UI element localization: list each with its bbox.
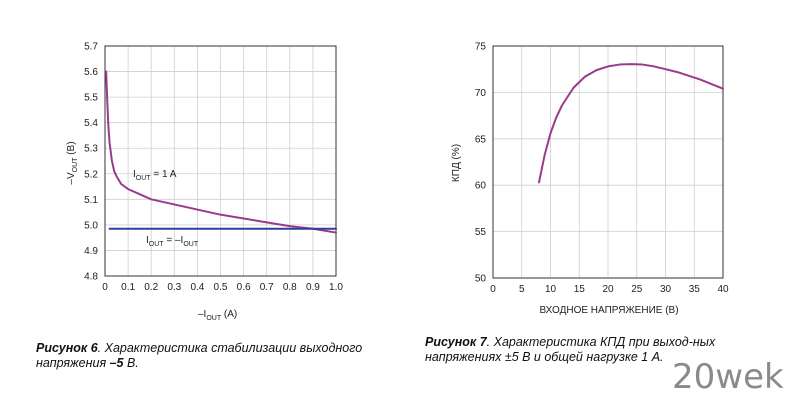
c1-y-tick-label: 5.7 (84, 42, 98, 53)
c2-x-tick-label: 5 (519, 284, 525, 295)
c1-y-tick-label: 5.2 (84, 169, 98, 180)
chart1-x-axis-label: –IOUT (A) (198, 309, 237, 322)
watermark-text: 20wek (672, 357, 784, 397)
c1-x-tick-label: 0.6 (237, 282, 251, 293)
c1-y-tick-label: 5.6 (84, 67, 98, 78)
c2-y-tick-label: 65 (475, 134, 487, 145)
c1-y-tick-label: 5.4 (84, 118, 98, 129)
c2-x-tick-label: 20 (602, 284, 614, 295)
c2-x-tick-label: 25 (631, 284, 643, 295)
c1-series-line-0 (105, 70, 337, 234)
c2-plot-border (492, 45, 724, 279)
chart2-y-axis-label: КПД (%) (451, 144, 462, 182)
c2-x-tick-label: 40 (717, 284, 729, 295)
chart2-grid (492, 45, 724, 279)
annotation-iout-neg: IOUT = –IOUT (146, 235, 199, 248)
chart2-x-ticks: 0 5 10 15 20 25 30 35 40 (490, 284, 729, 295)
c2-x-tick-label: 10 (545, 284, 557, 295)
c1-plot-border (104, 45, 337, 277)
annotation-iout-1a: IOUT = 1 A (133, 169, 177, 182)
c1-x-tick-label: 0.4 (190, 282, 204, 293)
c1-y-tick-label: 5.5 (84, 93, 98, 104)
c2-x-tick-label: 15 (574, 284, 586, 295)
c1-y-tick-label: 5.0 (84, 220, 98, 231)
chart1-series (105, 70, 337, 234)
chart2-y-ticks: 50 55 60 65 70 75 (475, 42, 487, 285)
c1-x-tick-label: 0.3 (167, 282, 181, 293)
chart2-series (538, 63, 724, 184)
c1-x-tick-label: 0.1 (121, 282, 135, 293)
chart1-x-ticks: 0 0.1 0.2 0.3 0.4 0.5 0.6 0.7 0.8 0.9 1.0 (102, 282, 343, 293)
c2-x-tick-label: 35 (689, 284, 701, 295)
c1-x-tick-label: 0.9 (306, 282, 320, 293)
c2-y-tick-label: 50 (475, 274, 487, 285)
c1-x-tick-label: 0.8 (283, 282, 297, 293)
chart1-y-axis-label: –VOUT (B) (66, 141, 79, 184)
c1-x-tick-label: 1.0 (329, 282, 343, 293)
c1-y-tick-label: 5.3 (84, 144, 98, 155)
chart1-y-ticks: 4.8 4.9 5.0 5.1 5.2 5.3 5.4 5.5 5.6 5.7 (84, 42, 98, 283)
chart1-frame (104, 45, 337, 277)
chart1-grid (104, 45, 337, 277)
c1-y-tick-label: 4.9 (84, 246, 98, 257)
c2-x-tick-label: 0 (490, 284, 496, 295)
figure6-caption: Рисунок 6. Характеристика стабилизации в… (36, 341, 363, 370)
c1-x-tick-label: 0.5 (214, 282, 228, 293)
c1-y-tick-label: 5.1 (84, 195, 98, 206)
c2-y-tick-label: 70 (475, 88, 487, 99)
chart2-frame (492, 45, 724, 279)
c1-x-tick-label: 0 (102, 282, 108, 293)
c2-y-tick-label: 55 (475, 227, 487, 238)
c1-y-tick-label: 4.8 (84, 272, 98, 283)
chart2-x-axis-label: ВХОДНОЕ НАПРЯЖЕНИЕ (В) (539, 305, 678, 316)
c1-x-tick-label: 0.7 (260, 282, 274, 293)
chart-efficiency: 0 5 10 15 20 25 30 35 40 50 55 60 65 70 75 ВХОДНОЕ НА… (451, 42, 729, 317)
figure7-caption: Рисунок 7. Характеристика КПД при выход-… (425, 335, 716, 364)
c2-x-tick-label: 30 (660, 284, 672, 295)
c2-y-tick-label: 75 (475, 42, 487, 53)
chart-voltage-regulation: 0 0.1 0.2 0.3 0.4 0.5 0.6 0.7 0.8 0.9 1.0 4.8 4.9 5.… (66, 42, 343, 323)
c1-x-tick-label: 0.2 (144, 282, 158, 293)
c2-y-tick-label: 60 (475, 181, 487, 192)
c2-series-line-0 (538, 63, 724, 184)
